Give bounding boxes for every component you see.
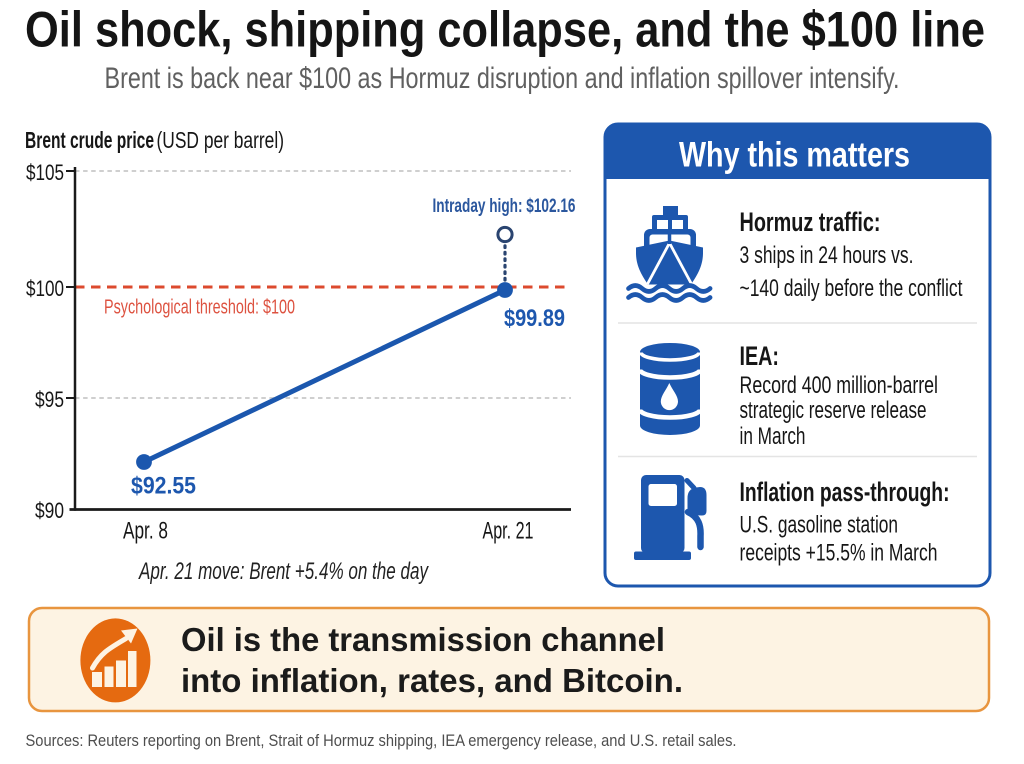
svg-text:Apr. 21 move: Brent +5.4% on t: Apr. 21 move: Brent +5.4% on the day (138, 558, 430, 585)
svg-text:Oil is the transmission channe: Oil is the transmission channel (181, 621, 665, 658)
svg-text:Intraday high: $102.16: Intraday high: $102.16 (433, 196, 576, 217)
svg-text:$99.89: $99.89 (504, 305, 565, 332)
svg-text:$90: $90 (35, 498, 64, 523)
svg-text:~140 daily before the conflict: ~140 daily before the conflict (740, 275, 963, 302)
svg-text:Brent is back near $100 as Hor: Brent is back near $100 as Hormuz disrup… (105, 62, 900, 95)
svg-text:Record 400 million-barrel: Record 400 million-barrel (740, 372, 939, 399)
svg-text:(USD per barrel): (USD per barrel) (157, 127, 285, 153)
svg-text:Sources: Reuters reporting on: Sources: Reuters reporting on Brent, Str… (26, 732, 737, 750)
svg-text:in March: in March (740, 423, 806, 450)
svg-text:$92.55: $92.55 (131, 474, 196, 500)
svg-text:Apr. 8: Apr. 8 (123, 518, 168, 545)
svg-text:$100: $100 (26, 276, 64, 301)
svg-text:U.S. gasoline station: U.S. gasoline station (740, 512, 899, 539)
svg-text:3 ships in 24 hours vs.: 3 ships in 24 hours vs. (740, 242, 914, 269)
svg-text:Psychological threshold: $100: Psychological threshold: $100 (104, 297, 295, 319)
svg-text:Oil shock, shipping collapse,: Oil shock, shipping collapse, and the $1… (25, 2, 985, 58)
svg-text:$95: $95 (35, 387, 64, 412)
svg-text:IEA:: IEA: (740, 341, 780, 371)
svg-text:receipts +15.5% in March: receipts +15.5% in March (740, 539, 938, 566)
svg-text:Hormuz traffic:: Hormuz traffic: (740, 207, 881, 237)
svg-text:strategic reserve release: strategic reserve release (740, 397, 927, 424)
svg-text:Apr. 21: Apr. 21 (483, 518, 534, 545)
svg-text:Why this matters: Why this matters (679, 136, 910, 175)
svg-text:Brent crude price: Brent crude price (25, 127, 154, 153)
svg-text:Inflation pass-through:: Inflation pass-through: (740, 477, 950, 507)
svg-text:$105: $105 (26, 160, 64, 185)
svg-text:into inflation, rates, and Bit: into inflation, rates, and Bitcoin. (181, 662, 683, 699)
